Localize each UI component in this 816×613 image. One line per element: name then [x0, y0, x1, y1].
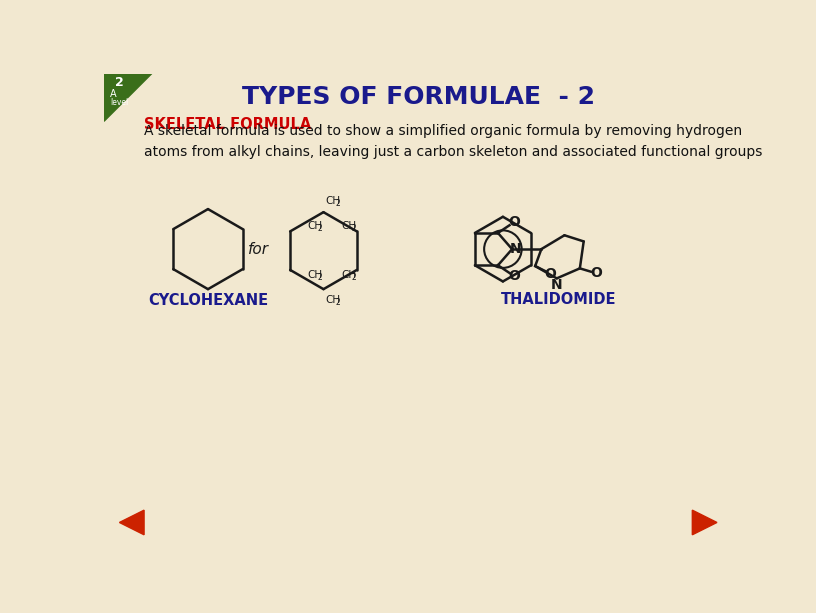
Text: A skeletal formula is used to show a simplified organic formula by removing hydr: A skeletal formula is used to show a sim…	[144, 124, 762, 159]
Text: O: O	[544, 267, 557, 281]
Polygon shape	[692, 510, 717, 535]
Text: 2: 2	[336, 298, 340, 306]
Text: 2: 2	[336, 199, 340, 208]
Text: CH: CH	[326, 196, 341, 207]
Text: CH: CH	[341, 270, 357, 280]
Text: SKELETAL FORMULA: SKELETAL FORMULA	[144, 117, 312, 132]
Text: O: O	[508, 269, 521, 283]
Text: CYCLOHEXANE: CYCLOHEXANE	[148, 293, 268, 308]
Text: 2: 2	[115, 76, 123, 89]
Text: CH: CH	[307, 221, 322, 231]
Text: CH: CH	[326, 295, 341, 305]
Text: O: O	[508, 215, 521, 229]
Text: for: for	[247, 242, 268, 257]
Polygon shape	[119, 510, 144, 535]
Text: 2: 2	[317, 224, 322, 233]
Text: CH: CH	[341, 221, 357, 231]
Text: CH: CH	[307, 270, 322, 280]
Text: O: O	[590, 266, 602, 280]
Text: 2: 2	[317, 273, 322, 282]
Text: level: level	[110, 98, 128, 107]
Text: 2: 2	[352, 224, 357, 233]
Text: N: N	[551, 278, 562, 292]
Text: THALIDOMIDE: THALIDOMIDE	[500, 292, 616, 306]
Text: TYPES OF FORMULAE  - 2: TYPES OF FORMULAE - 2	[242, 85, 595, 110]
Text: 2: 2	[352, 273, 357, 282]
Polygon shape	[104, 74, 152, 121]
Text: A: A	[110, 89, 117, 99]
Text: N: N	[510, 242, 521, 256]
